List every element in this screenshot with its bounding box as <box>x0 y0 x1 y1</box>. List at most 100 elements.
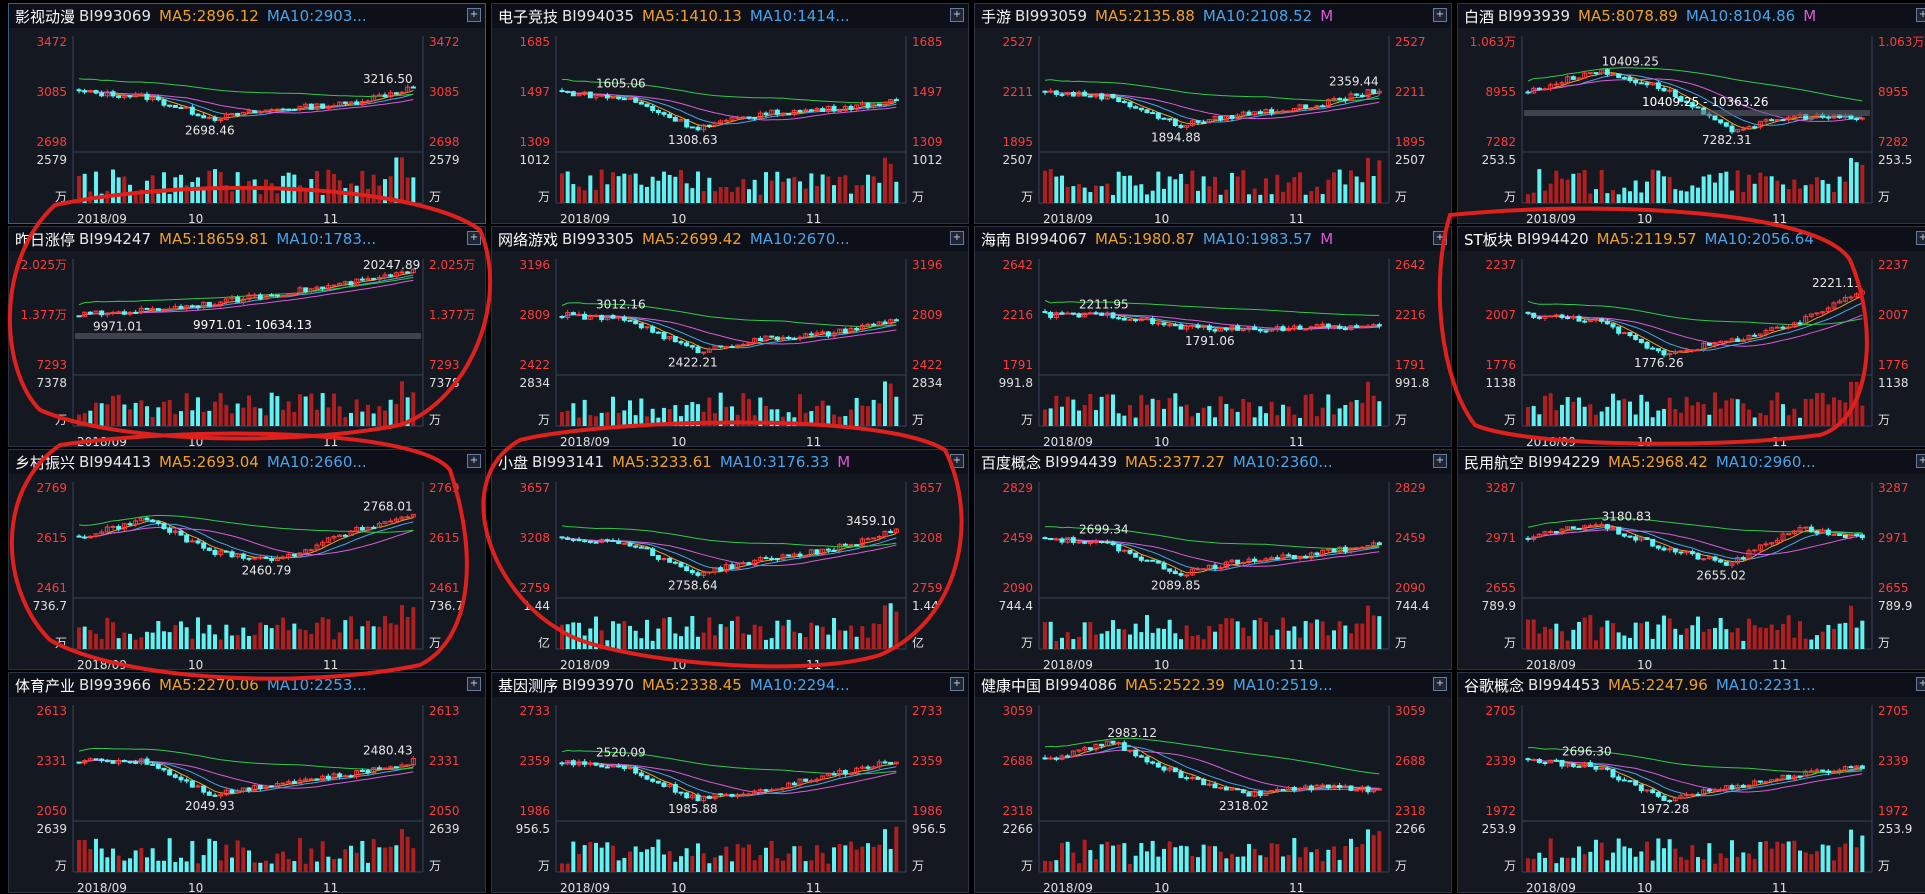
candle <box>1757 120 1763 128</box>
volume-bar <box>1781 843 1785 872</box>
candle <box>769 789 775 792</box>
kline-chart[interactable]: 2829 2829 2459 2459 2090 2090 744.4 744.4 万万 2018… <box>975 474 1451 669</box>
volume-bar <box>1043 622 1047 649</box>
y-tick-label-right: 万 <box>429 859 441 873</box>
volume-bar <box>309 633 314 649</box>
candle <box>155 308 161 311</box>
candle <box>837 770 843 775</box>
index-panel[interactable]: 手游 BI993059 MA5:2135.88 MA10:2108.52 M +2527 2… <box>974 3 1452 224</box>
volume-bar <box>1548 628 1553 649</box>
expand-button[interactable]: + <box>950 454 964 468</box>
candle <box>371 767 377 774</box>
index-panel[interactable]: 小盘 BI993141 MA5:3233.61 MA10:3176.33 M +3657 3… <box>491 449 969 670</box>
volume-bar <box>1252 620 1257 649</box>
index-panel[interactable]: 基因测序 BI993970 MA5:2338.45 MA10:2294... +2733… <box>491 672 969 893</box>
expand-button[interactable]: + <box>1433 8 1447 22</box>
x-tick-label: 10 <box>188 658 203 670</box>
expand-button[interactable]: + <box>467 677 481 691</box>
candle <box>1286 327 1292 332</box>
volume-bar <box>1832 860 1836 872</box>
kline-chart[interactable]: 3287 3287 2971 2971 2655 2655 789.9 789.9 万万 2018… <box>1458 474 1925 669</box>
candle <box>1099 541 1105 544</box>
candle <box>644 775 650 780</box>
expand-button[interactable]: + <box>950 677 964 691</box>
expand-button[interactable]: + <box>1433 454 1447 468</box>
x-tick-label: 10 <box>1154 881 1169 893</box>
volume-bar <box>866 843 870 872</box>
y-tick-label-right: 3085 <box>429 85 460 99</box>
kline-chart[interactable]: 2642 2642 2216 2216 1791 1791 991.8 991.8 万万 2018… <box>975 251 1451 446</box>
kline-chart[interactable]: 2613 2613 2331 2331 2050 2050 2639 2639 万万 2018/0… <box>9 697 485 892</box>
kline-chart[interactable]: 2527 2527 2211 2211 1895 1895 2507 2507 万万 2018/0… <box>975 28 1451 223</box>
index-panel[interactable]: 乡村振兴 BI994413 MA5:2693.04 MA10:2660... +2769… <box>8 449 486 670</box>
index-panel[interactable]: 白酒BI993939MA5:8078.89MA10:8104.86M+1.063… <box>1457 3 1925 224</box>
candle <box>1729 562 1735 566</box>
kline-chart[interactable]: 2237 2237 2007 2007 1776 1776 1138 1138 万万 2018/0… <box>1458 251 1925 446</box>
volume-bar <box>1071 399 1076 426</box>
volume-bar <box>1230 618 1234 649</box>
expand-button[interactable]: + <box>950 231 964 245</box>
index-panel[interactable]: 健康中国 BI994086 MA5:2522.39 MA10:2519... +3059… <box>974 672 1452 893</box>
expand-button[interactable]: + <box>1433 677 1447 691</box>
y-tick-label-right: 8955 <box>1878 85 1909 99</box>
volume-bar <box>571 622 576 649</box>
candle <box>286 781 292 784</box>
volume-bar <box>713 413 717 426</box>
volume-bar <box>622 621 627 649</box>
kline-chart[interactable]: 2769 2769 2615 2615 2461 2461 736.7 736.7 万万 2018… <box>9 474 485 670</box>
volume-bar <box>1815 393 1819 426</box>
candle <box>1161 562 1167 570</box>
ma5-value: MA5:2693.04 <box>159 453 259 471</box>
volume-bar <box>1099 186 1104 203</box>
volume-bar <box>645 186 649 203</box>
index-panel[interactable]: 海南 BI994067 MA5:1980.87 MA10:1983.57 M +2642 2… <box>974 226 1452 447</box>
candle <box>206 791 212 796</box>
kline-chart[interactable]: 3196 3196 2809 2809 2422 2422 2834 2834 万万 2018/0… <box>492 251 968 446</box>
volume-bar <box>724 406 729 426</box>
y-tick-label-left: 2829 <box>1002 481 1033 495</box>
volume-bar <box>798 181 802 203</box>
candle <box>1138 107 1144 111</box>
expand-button[interactable]: + <box>467 231 481 245</box>
volume-bar <box>1735 628 1740 649</box>
index-panel[interactable]: 谷歌概念BI994453MA5:2247.96MA10:2231...+2705… <box>1457 672 1925 893</box>
kline-chart[interactable]: 1685 1685 1497 1497 1309 1309 1012 1012 万万 2018/0… <box>492 28 968 223</box>
expand-button[interactable]: + <box>467 8 481 22</box>
candle <box>1638 82 1644 85</box>
candle <box>348 281 354 286</box>
volume-bar <box>1071 852 1076 872</box>
candle <box>1110 93 1116 99</box>
index-panel[interactable]: ST板块BI994420MA5:2119.57MA10:2056.64+2237… <box>1457 226 1925 447</box>
expand-button[interactable]: + <box>1916 677 1925 691</box>
expand-button[interactable]: + <box>1433 231 1447 245</box>
kline-chart[interactable]: 3472 3472 3085 3085 2698 2698 2579 2579 万万 2018/0… <box>9 28 485 223</box>
expand-button[interactable]: + <box>950 8 964 22</box>
candle <box>780 336 786 341</box>
volume-bar <box>213 634 217 649</box>
panel-header: 乡村振兴 BI994413 MA5:2693.04 MA10:2660... <box>9 450 485 474</box>
kline-chart[interactable]: 2733 2733 2359 2359 1986 1986 956.5 956.5 万万 2018… <box>492 697 968 892</box>
expand-button[interactable]: + <box>1916 231 1925 245</box>
index-panel[interactable]: 网络游戏 BI993305 MA5:2699.42 MA10:2670... +3196… <box>491 226 969 447</box>
index-panel[interactable]: 昨日涨停 BI994247 MA5:18659.81 MA10:1783... +2.0… <box>8 226 486 447</box>
index-panel[interactable]: 影视动漫 BI993069 MA5:2896.12 MA10:2903... +3472… <box>8 3 486 224</box>
expand-button[interactable]: + <box>1916 454 1925 468</box>
candle <box>201 115 207 119</box>
kline-chart[interactable]: 3657 3657 3208 3208 2759 2759 1.44 1.44 亿亿 2018/0… <box>492 474 968 669</box>
index-panel[interactable]: 体育产业 BI993966 MA5:2270.06 MA10:2253... +2613… <box>8 672 486 893</box>
kline-chart[interactable]: 2705 2705 2339 2339 1972 1972 253.9 253.9 万万 2018… <box>1458 697 1925 892</box>
ma10-value: MA10:2519... <box>1232 676 1333 694</box>
candle <box>1189 120 1195 126</box>
volume-bar <box>264 624 268 649</box>
expand-button[interactable]: + <box>1916 8 1925 22</box>
index-panel[interactable]: 民用航空BI994229MA5:2968.42MA10:2960...+3287… <box>1457 449 1925 670</box>
index-panel[interactable]: 百度概念 BI994439 MA5:2377.27 MA10:2360... +2829… <box>974 449 1452 670</box>
volume-bar <box>1815 635 1819 649</box>
expand-button[interactable]: + <box>467 454 481 468</box>
index-panel[interactable]: 电子竞技 BI994035 MA5:1410.13 MA10:1414... +1685… <box>491 3 969 224</box>
kline-chart[interactable]: 1.063万 1.063万 8955 8955 7282 7282 253.5 253.5 万万… <box>1458 28 1925 223</box>
volume-bar <box>156 407 161 426</box>
kline-chart[interactable]: 2.025万 2.025万 1.377万 1.377万 7293 7293 7378 7378… <box>9 251 485 446</box>
kline-chart[interactable]: 3059 3059 2688 2688 2318 2318 2266 2266 万万 2018/0… <box>975 697 1451 893</box>
candle <box>825 548 831 551</box>
